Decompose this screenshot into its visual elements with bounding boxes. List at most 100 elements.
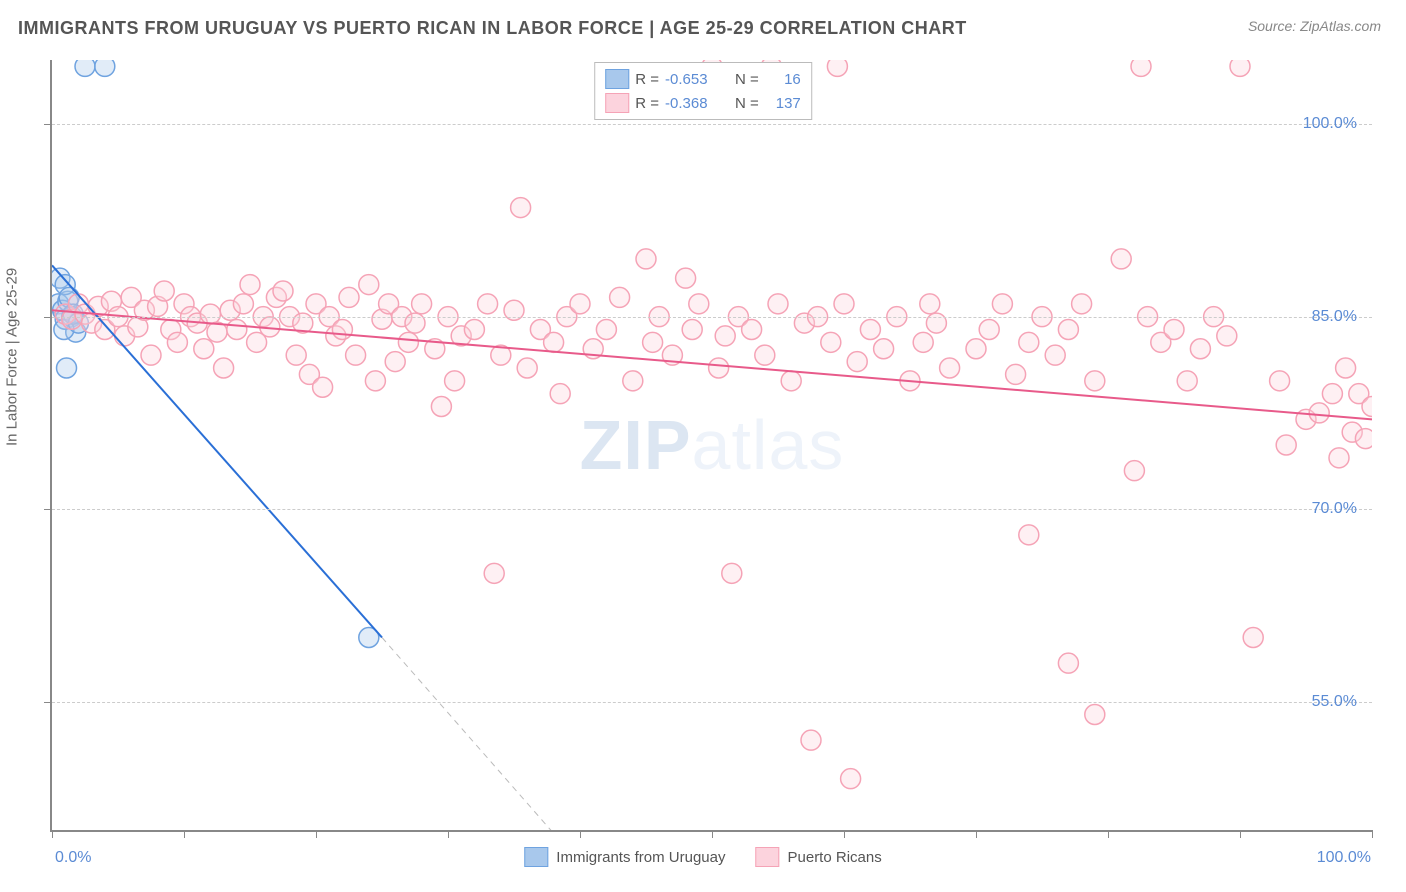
series-legend: Immigrants from Uruguay Puerto Ricans	[524, 847, 881, 867]
legend-r-value: -0.653	[665, 71, 721, 88]
scatter-point	[332, 320, 352, 340]
legend-correlation-row: R =-0.368N =137	[605, 91, 801, 115]
x-tick-mark	[1372, 830, 1373, 838]
scatter-point	[1124, 461, 1144, 481]
scatter-point	[233, 294, 253, 314]
x-tick-mark	[184, 830, 185, 838]
legend-n-value: 16	[765, 71, 801, 88]
scatter-point	[610, 287, 630, 307]
scatter-point	[286, 345, 306, 365]
gridline	[52, 124, 1372, 125]
scatter-point	[742, 320, 762, 340]
scatter-point	[484, 563, 504, 583]
scatter-point	[1006, 364, 1026, 384]
scatter-point	[1243, 628, 1263, 648]
scatter-point	[359, 275, 379, 295]
scatter-point	[1085, 371, 1105, 391]
scatter-point	[1164, 320, 1184, 340]
scatter-point	[511, 198, 531, 218]
scatter-point	[636, 249, 656, 269]
scatter-point	[847, 352, 867, 372]
y-tick-mark	[44, 124, 52, 125]
scatter-point	[398, 332, 418, 352]
scatter-point	[464, 320, 484, 340]
scatter-point	[834, 294, 854, 314]
scatter-point	[682, 320, 702, 340]
y-tick-label: 55.0%	[1312, 693, 1357, 711]
x-tick-mark	[712, 830, 713, 838]
legend-n-label: N =	[735, 71, 759, 88]
scatter-point	[412, 294, 432, 314]
scatter-point	[385, 352, 405, 372]
scatter-svg	[52, 60, 1372, 830]
gridline	[52, 317, 1372, 318]
scatter-point	[550, 384, 570, 404]
legend-swatch	[524, 847, 548, 867]
x-tick-mark	[448, 830, 449, 838]
trend-line-extrapolated	[382, 638, 686, 831]
x-axis-max-label: 100.0%	[1317, 849, 1371, 867]
scatter-point	[860, 320, 880, 340]
scatter-point	[821, 332, 841, 352]
legend-r-label: R =	[635, 95, 659, 112]
scatter-point	[154, 281, 174, 301]
y-tick-mark	[44, 317, 52, 318]
scatter-point	[544, 332, 564, 352]
legend-n-label: N =	[735, 95, 759, 112]
scatter-point	[1217, 326, 1237, 346]
x-axis-min-label: 0.0%	[55, 849, 91, 867]
scatter-point	[57, 358, 77, 378]
y-tick-label: 70.0%	[1312, 500, 1357, 518]
scatter-point	[596, 320, 616, 340]
scatter-point	[801, 730, 821, 750]
legend-series-label: Immigrants from Uruguay	[556, 849, 725, 866]
scatter-point	[1045, 345, 1065, 365]
scatter-point	[768, 294, 788, 314]
scatter-point	[1322, 384, 1342, 404]
scatter-point	[141, 345, 161, 365]
gridline	[52, 509, 1372, 510]
correlation-legend: R = -0.653 N = 16 R =-0.368N =137	[594, 62, 812, 120]
source-attribution: Source: ZipAtlas.com	[1248, 18, 1381, 34]
scatter-point	[913, 332, 933, 352]
legend-series-label: Puerto Ricans	[788, 849, 882, 866]
scatter-point	[517, 358, 537, 378]
scatter-point	[365, 371, 385, 391]
legend-correlation-row: R = -0.653 N = 16	[605, 67, 801, 91]
scatter-point	[1355, 429, 1372, 449]
scatter-point	[643, 332, 663, 352]
scatter-point	[1058, 320, 1078, 340]
x-tick-mark	[976, 830, 977, 838]
legend-swatch	[756, 847, 780, 867]
scatter-point	[478, 294, 498, 314]
scatter-point	[273, 281, 293, 301]
scatter-point	[75, 60, 95, 76]
legend-swatch	[605, 69, 629, 89]
scatter-point	[709, 358, 729, 378]
scatter-point	[346, 345, 366, 365]
scatter-point	[167, 332, 187, 352]
scatter-point	[214, 358, 234, 378]
x-tick-mark	[1108, 830, 1109, 838]
scatter-point	[1072, 294, 1092, 314]
scatter-point	[431, 397, 451, 417]
y-tick-mark	[44, 509, 52, 510]
scatter-point	[979, 320, 999, 340]
scatter-point	[992, 294, 1012, 314]
scatter-point	[445, 371, 465, 391]
scatter-point	[940, 358, 960, 378]
y-axis-label: In Labor Force | Age 25-29	[4, 268, 21, 446]
scatter-point	[1111, 249, 1131, 269]
scatter-point	[1058, 653, 1078, 673]
scatter-point	[1131, 60, 1151, 76]
x-tick-mark	[52, 830, 53, 838]
scatter-point	[623, 371, 643, 391]
scatter-point	[1270, 371, 1290, 391]
legend-r-label: R =	[635, 71, 659, 88]
y-tick-label: 100.0%	[1303, 115, 1357, 133]
scatter-point	[1336, 358, 1356, 378]
x-tick-mark	[316, 830, 317, 838]
scatter-point	[1085, 705, 1105, 725]
x-tick-mark	[844, 830, 845, 838]
scatter-point	[570, 294, 590, 314]
